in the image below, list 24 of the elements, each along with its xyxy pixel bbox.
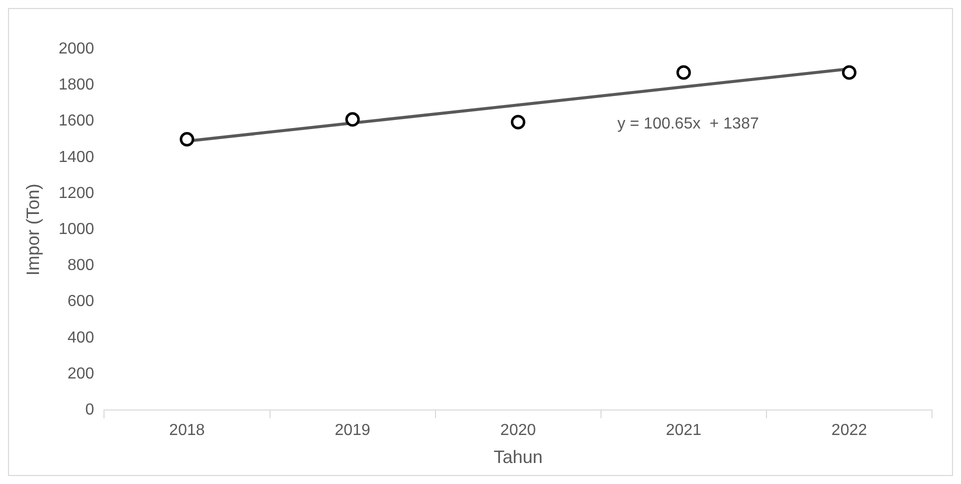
y-tick-label: 1000 bbox=[58, 221, 94, 238]
y-tick-label: 1400 bbox=[58, 148, 94, 166]
annotation: y = 100.65x + 1387 bbox=[617, 115, 759, 132]
y-tick-label: 0 bbox=[85, 402, 94, 419]
x-tick-label: 2018 bbox=[169, 422, 205, 440]
x-tick-label: 2021 bbox=[666, 422, 702, 440]
point bbox=[180, 132, 194, 147]
point bbox=[676, 65, 691, 80]
point bbox=[345, 112, 360, 127]
y-tick-label: 400 bbox=[67, 329, 94, 346]
y-tick-label: 200 bbox=[67, 365, 94, 382]
y-tick-label: 600 bbox=[67, 293, 94, 310]
x-tick-label: 2019 bbox=[334, 422, 370, 440]
y-axis-title: Impor (Ton) bbox=[22, 184, 43, 276]
x-tick-label: 2022 bbox=[831, 422, 868, 440]
x-tick-label: 2020 bbox=[500, 422, 536, 440]
y-tick-label: 1600 bbox=[58, 112, 94, 130]
point bbox=[510, 114, 526, 130]
y-tick-label: 2000 bbox=[58, 40, 94, 58]
y-tick-label: 1800 bbox=[58, 76, 94, 94]
y-tick-label: 1200 bbox=[58, 184, 94, 202]
point bbox=[842, 65, 856, 80]
x-axis-title: Tahun bbox=[494, 447, 543, 468]
y-tick-label: 800 bbox=[67, 257, 94, 274]
